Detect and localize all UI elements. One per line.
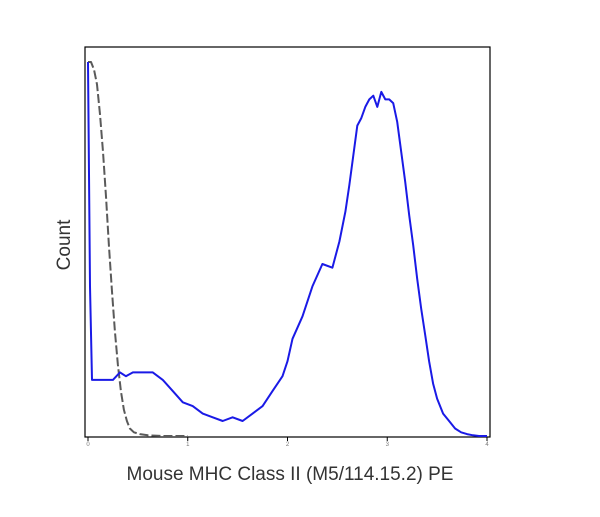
x-tick-label: 0 bbox=[86, 442, 90, 448]
gray-series-line bbox=[88, 61, 188, 437]
x-axis-ticks: 0 1 2 3 4 bbox=[86, 437, 489, 448]
x-tick-label: 4 bbox=[485, 442, 489, 448]
series-layer bbox=[87, 61, 487, 437]
x-axis-label: Mouse MHC Class II (M5/114.15.2) PE bbox=[127, 464, 454, 485]
plot-frame bbox=[84, 46, 491, 438]
x-tick-label: 1 bbox=[186, 442, 190, 448]
blue-series-line bbox=[87, 61, 487, 437]
x-tick-label: 3 bbox=[386, 442, 390, 448]
x-tick-label: 2 bbox=[286, 442, 290, 448]
y-axis-label: Count bbox=[54, 219, 75, 270]
